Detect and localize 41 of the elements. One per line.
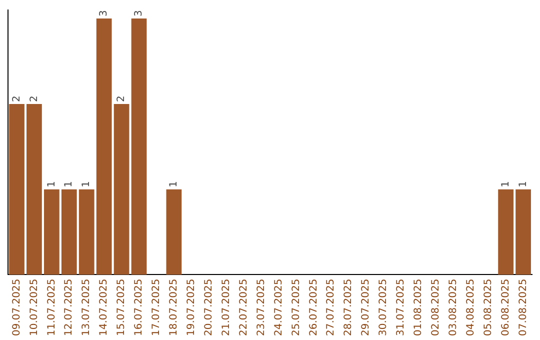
x-tick-label: 14.07.2025: [98, 278, 110, 336]
x-tick-label: 15.07.2025: [116, 278, 128, 336]
x-tick-label: 20.07.2025: [203, 278, 214, 336]
x-tick-label: 09.07.2025: [11, 278, 22, 336]
x-tick-label: 04.08.2025: [465, 278, 476, 336]
x-tick-label: 12.07.2025: [64, 278, 75, 336]
x-tick-label: 28.07.2025: [343, 278, 354, 336]
x-tick-label: 02.08.2025: [430, 278, 442, 336]
x-tick-label: 17.07.2025: [151, 278, 162, 336]
data-label: 1: [518, 180, 529, 188]
x-tick-label: 18.07.2025: [168, 278, 180, 336]
data-label: 1: [168, 180, 180, 188]
data-label: 2: [116, 96, 128, 102]
x-tick-label: 03.08.2025: [448, 278, 459, 336]
x-tick-label: 21.07.2025: [220, 278, 232, 336]
data-label: 2: [11, 96, 22, 102]
x-tick-label: 06.08.2025: [500, 278, 512, 336]
x-tick-label: 23.07.2025: [256, 278, 267, 336]
data-label: 3: [98, 10, 110, 17]
x-tick-label: 11.07.2025: [46, 278, 58, 336]
x-tick-label: 07.08.2025: [518, 278, 529, 336]
x-tick-label: 13.07.2025: [81, 278, 92, 336]
x-tick-label: 10.07.2025: [28, 278, 40, 336]
x-tick-label: 24.07.2025: [273, 278, 284, 336]
x-tick-label: 05.08.2025: [482, 278, 494, 336]
x-tick-label: 26.07.2025: [308, 278, 320, 336]
data-label: 1: [81, 180, 92, 188]
data-label: 1: [64, 180, 75, 188]
data-label: 2: [28, 96, 40, 102]
x-tick-label: 01.08.2025: [413, 278, 424, 336]
data-label: 1: [500, 180, 512, 188]
data-label: 1: [46, 180, 58, 188]
x-tick-label: 29.07.2025: [360, 278, 372, 336]
data-label: 3: [134, 10, 145, 17]
x-tick-label: 16.07.2025: [134, 278, 145, 336]
x-tick-label: 30.07.2025: [378, 278, 390, 336]
x-tick-label: 19.07.2025: [186, 278, 197, 336]
x-tick-label: 22.07.2025: [238, 278, 250, 336]
x-tick-label: 25.07.2025: [290, 278, 302, 336]
x-tick-label: 31.07.2025: [396, 278, 407, 336]
x-tick-label: 27.07.2025: [326, 278, 337, 336]
